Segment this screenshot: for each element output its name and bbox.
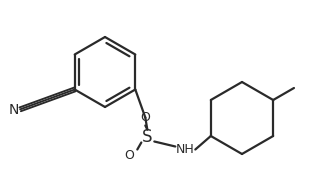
Text: S: S [142,129,153,147]
Text: N: N [9,103,19,117]
Text: O: O [124,149,134,162]
Text: NH: NH [176,143,195,156]
Text: O: O [140,111,150,124]
